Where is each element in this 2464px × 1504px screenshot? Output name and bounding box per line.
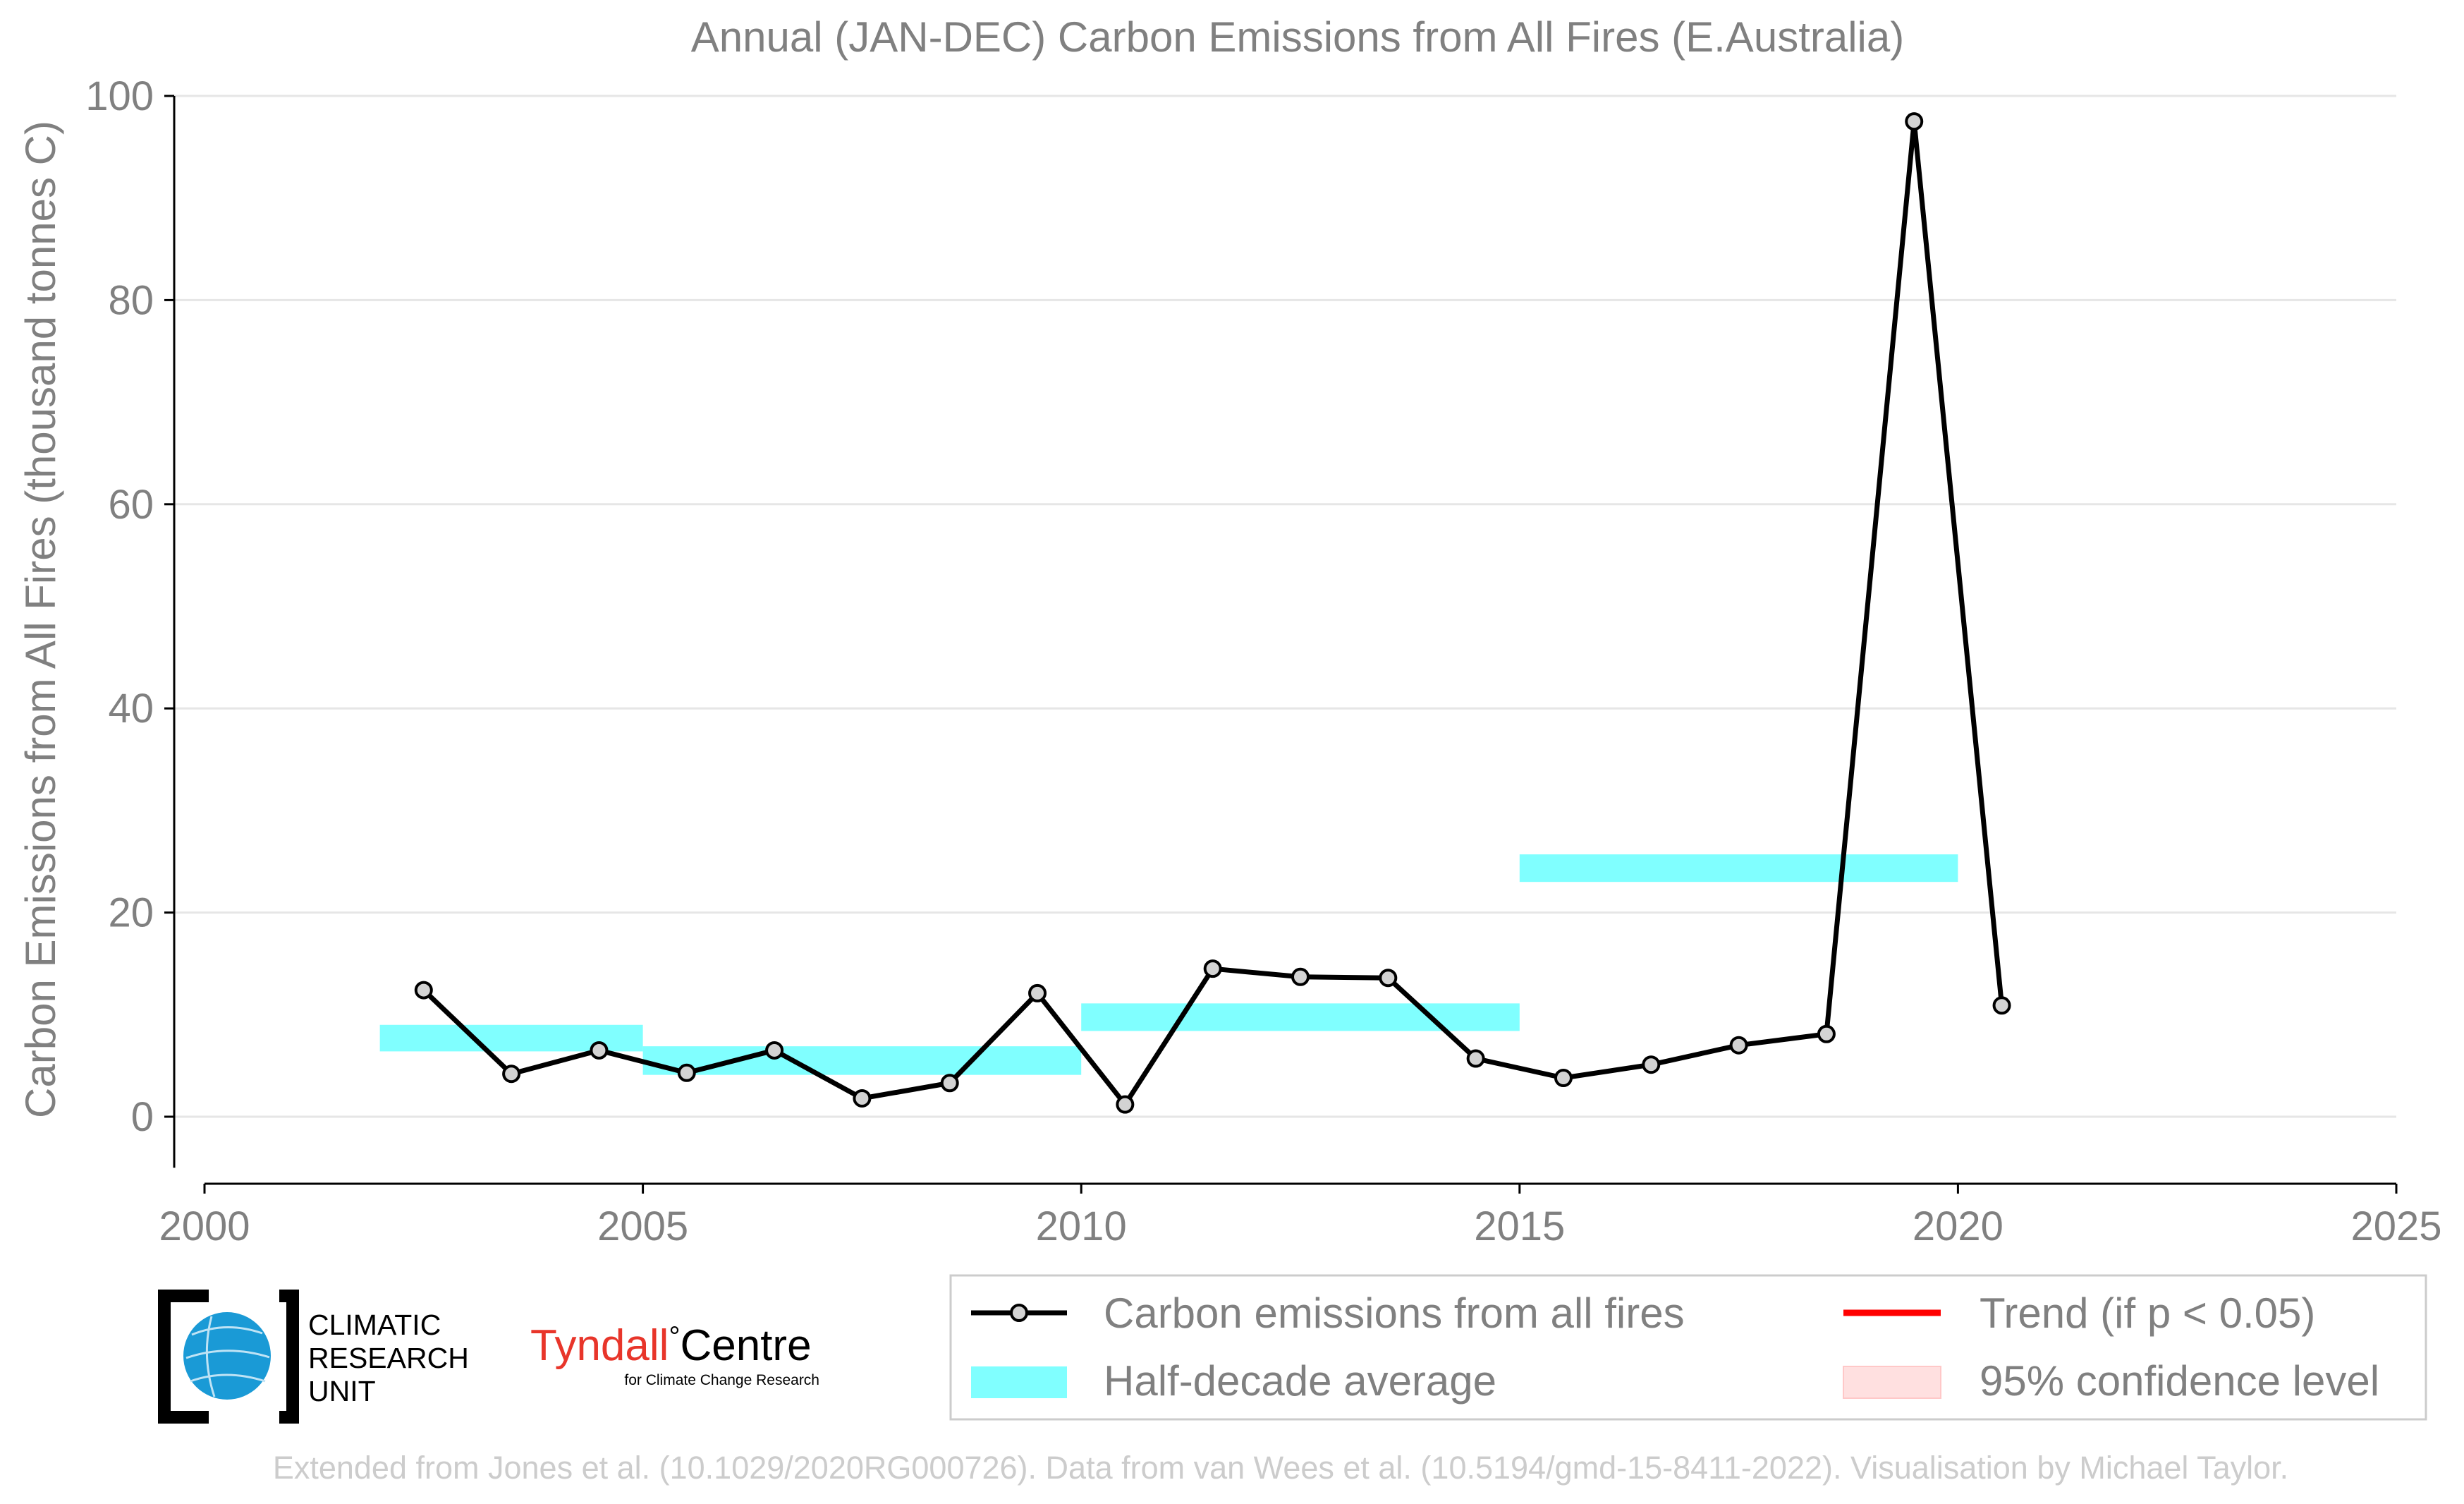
y-tick-labels: 0 20 40 60 80 100 [85, 73, 154, 1140]
data-point-2014 [1466, 1049, 1485, 1068]
cru-bracket-right [279, 1290, 299, 1424]
x-tick-label-2020: 2020 [1913, 1203, 2003, 1249]
legend-box [949, 1274, 2427, 1421]
half-decade-bands [379, 854, 1958, 1075]
footer-citation: Extended from Jones et al. (10.1029/2020… [273, 1450, 2288, 1486]
axes [164, 95, 2398, 1194]
data-point-2007 [853, 1088, 872, 1108]
tyndall-name-red: Tyndall [530, 1321, 669, 1370]
cru-line2: RESEARCH [308, 1342, 469, 1374]
globe-lines [185, 1316, 270, 1397]
data-point-2008 [940, 1074, 959, 1093]
half-decade-band-2 [1081, 1003, 1520, 1031]
legend: Carbon emissions from all fires Trend (i… [949, 1274, 2427, 1421]
x-tick-label-2000: 2000 [159, 1203, 250, 1249]
data-point-2003 [502, 1065, 521, 1084]
tyndall-logo: Tyndall°Centre for Climate Change Resear… [530, 1321, 819, 1388]
legend-label-confidence: 95% confidence level [1980, 1357, 2379, 1405]
half-decade-band-1 [642, 1046, 1082, 1075]
chart-title: Annual (JAN-DEC) Carbon Emissions from A… [691, 13, 1904, 61]
data-point-2020 [1992, 996, 2011, 1015]
legend-label-emissions: Carbon emissions from all fires [1104, 1290, 1685, 1337]
data-point-2009 [1028, 983, 1047, 1002]
data-point-2019 [1905, 112, 1924, 131]
y-tick-label-80: 80 [108, 277, 154, 323]
half-decade-band-3 [1519, 854, 1958, 883]
data-point-2002 [414, 981, 433, 1000]
data-point-2012 [1291, 967, 1310, 986]
tyndall-name-black: Centre [680, 1321, 811, 1370]
x-tick-label-2015: 2015 [1474, 1203, 1565, 1249]
legend-confidence-icon [1843, 1366, 1941, 1399]
data-point-2018 [1817, 1024, 1836, 1043]
cru-line3: UNIT [308, 1375, 376, 1407]
y-tick-label-40: 40 [108, 686, 154, 732]
cru-logo: CLIMATIC RESEARCH UNIT [158, 1290, 469, 1424]
data-point-2017 [1729, 1036, 1748, 1055]
grid-lines [174, 95, 2396, 1118]
tyndall-degree: ° [669, 1321, 680, 1352]
legend-marker-icon [1010, 1304, 1028, 1322]
data-point-2015 [1554, 1069, 1573, 1088]
cru-bracket-left [158, 1290, 209, 1424]
x-tick-label-2010: 2010 [1036, 1203, 1127, 1249]
data-point-2011 [1203, 959, 1222, 978]
svg-text:Tyndall°Centre: Tyndall°Centre [530, 1321, 812, 1370]
x-tick-labels: 2000 2005 2010 2015 2020 2025 [159, 1203, 2441, 1249]
cru-line1: CLIMATIC [308, 1309, 441, 1341]
data-point-2016 [1642, 1055, 1661, 1074]
y-tick-label-100: 100 [85, 73, 154, 119]
x-tick-label-2025: 2025 [2350, 1203, 2441, 1249]
legend-halfdecade-icon [971, 1366, 1067, 1398]
tyndall-subtitle: for Climate Change Research [624, 1372, 819, 1388]
legend-label-halfdecade: Half-decade average [1104, 1357, 1496, 1405]
y-tick-label-0: 0 [131, 1094, 154, 1140]
y-tick-label-20: 20 [108, 890, 154, 936]
data-point-2006 [765, 1041, 784, 1060]
data-point-2013 [1379, 969, 1398, 988]
legend-label-trend: Trend (if p < 0.05) [1980, 1290, 2315, 1337]
data-point-2004 [590, 1041, 609, 1060]
x-tick-label-2005: 2005 [597, 1203, 688, 1249]
y-tick-label-60: 60 [108, 482, 154, 528]
data-point-2005 [677, 1063, 696, 1082]
y-axis-label: Carbon Emissions from All Fires (thousan… [17, 121, 64, 1118]
emissions-series [414, 112, 2011, 1114]
data-point-2010 [1116, 1095, 1135, 1114]
